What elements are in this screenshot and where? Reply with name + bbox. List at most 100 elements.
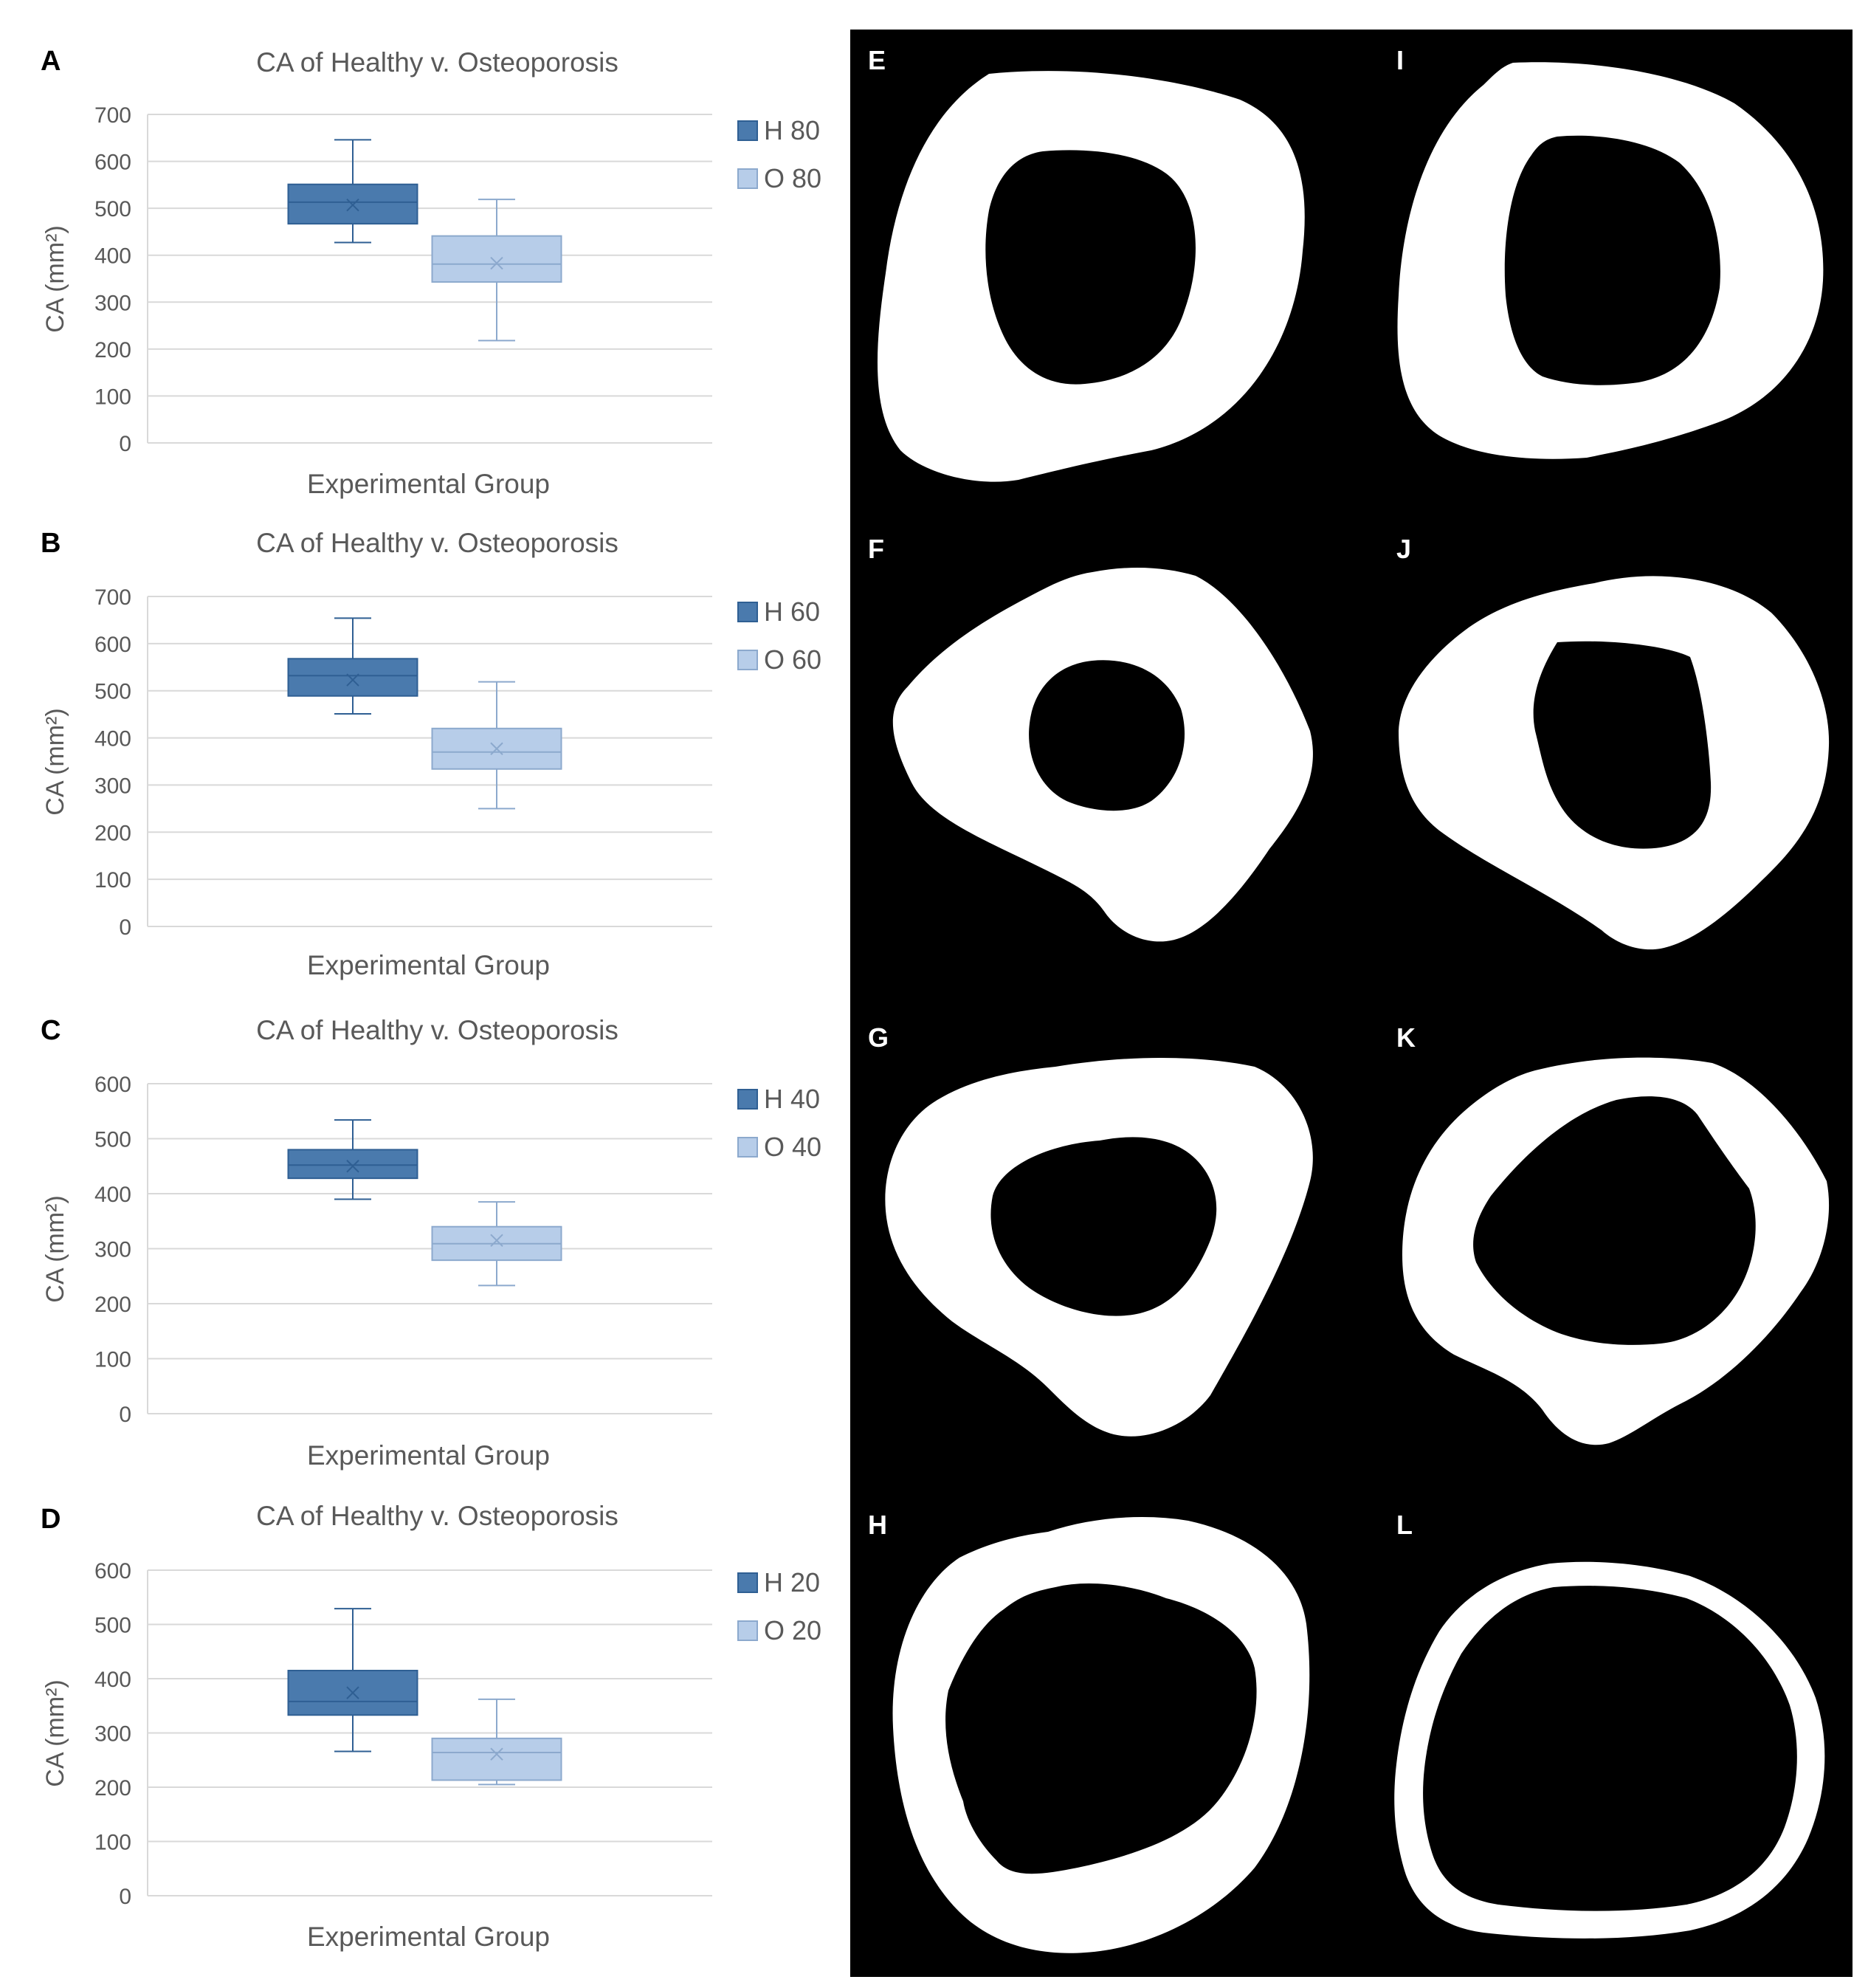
x-axis-label: Experimental Group (307, 1922, 550, 1952)
y-axis-label: CA (mm²) (41, 708, 69, 815)
panel-label: D (41, 1504, 61, 1535)
box-iqr (287, 1149, 418, 1180)
mean-marker (490, 742, 503, 755)
y-tick-label: 700 (94, 103, 131, 128)
box-h-40 (287, 1119, 418, 1200)
chart-panel-d: D CA of Healthy v. Osteoporosis 0 100 200 300… (41, 1501, 821, 1952)
chart-title: CA of Healthy v. Osteoporosis (256, 528, 618, 558)
box-h-80 (287, 139, 418, 244)
legend-swatch (737, 1137, 758, 1158)
y-tick-label: 600 (94, 1073, 131, 1097)
legend-swatch (737, 1620, 758, 1641)
chart-panel-a: A CA of Healthy v. Osteoporosis 0 100 200 300… (41, 46, 821, 499)
box-h-20 (287, 1608, 418, 1753)
y-tick-label: 500 (94, 1614, 131, 1638)
y-tick-label: 300 (94, 1722, 131, 1747)
mean-marker (346, 1160, 359, 1173)
y-axis-label: CA (mm²) (41, 225, 69, 332)
legend-swatch (737, 650, 758, 670)
panel-label: C (41, 1015, 61, 1046)
bone-section-f (892, 567, 1313, 942)
y-tick-label: 300 (94, 291, 131, 315)
y-tick-label: 400 (94, 727, 131, 751)
legend-swatch (737, 602, 758, 622)
mean-marker (346, 1686, 359, 1699)
bone-section-l (1394, 1561, 1825, 1939)
box-iqr (431, 1737, 562, 1781)
y-tick-label: 100 (94, 385, 131, 409)
legend-label: O 80 (764, 163, 821, 193)
y-tick-label: 200 (94, 1293, 131, 1317)
y-tick-label: 0 (119, 915, 131, 940)
mean-marker (346, 198, 359, 212)
legend-label: O 40 (764, 1132, 821, 1162)
y-tick-label: 400 (94, 244, 131, 269)
bone-section-k (1402, 1057, 1830, 1445)
legend-label: H 20 (764, 1567, 820, 1597)
y-tick-label: 0 (119, 1403, 131, 1427)
y-tick-label: 300 (94, 774, 131, 798)
legend-swatch (737, 120, 758, 141)
box-iqr (431, 727, 562, 770)
y-tick-label: 500 (94, 680, 131, 704)
panel-label-h: H (868, 1510, 887, 1540)
y-tick-label: 100 (94, 1348, 131, 1372)
legend-label: H 60 (764, 596, 820, 627)
box-o-20 (431, 1698, 562, 1786)
y-tick-label: 600 (94, 1559, 131, 1583)
bone-section-j (1399, 576, 1830, 950)
box-plot-charts: A CA of Healthy v. Osteoporosis 0 100 200 300… (41, 46, 821, 1952)
legend-label: H 40 (764, 1084, 820, 1114)
panel-e-image: E (868, 45, 1305, 482)
x-axis-label: Experimental Group (307, 469, 550, 499)
legend-label: O 60 (764, 644, 821, 675)
panel-label-i: I (1396, 45, 1404, 75)
mean-marker (490, 1747, 503, 1761)
panel-h-image: H (868, 1510, 1310, 1953)
panel-label-e: E (868, 45, 886, 75)
panel-label: B (41, 528, 61, 559)
panel-label-l: L (1396, 1510, 1413, 1540)
mean-marker (490, 256, 503, 270)
panel-label: A (41, 46, 61, 77)
chart-panel-b: B CA of Healthy v. Osteoporosis 0 100 200 300… (41, 528, 821, 980)
y-tick-label: 0 (119, 432, 131, 456)
panel-label-j: J (1396, 534, 1411, 564)
legend-label: O 20 (764, 1615, 821, 1645)
y-tick-label: 200 (94, 1776, 131, 1800)
box-o-40 (431, 1201, 562, 1287)
y-tick-label: 600 (94, 633, 131, 657)
panel-l-image: L (1394, 1510, 1825, 1939)
y-tick-label: 200 (94, 338, 131, 362)
y-tick-label: 700 (94, 585, 131, 610)
y-tick-label: 200 (94, 821, 131, 845)
panel-j-image: J (1396, 534, 1830, 950)
bone-section-i (1397, 62, 1824, 459)
chart-title: CA of Healthy v. Osteoporosis (256, 1501, 618, 1531)
legend-label: H 80 (764, 115, 820, 145)
mean-marker (490, 1234, 503, 1248)
y-axis-label: CA (mm²) (41, 1679, 69, 1786)
box-h-60 (287, 617, 418, 715)
y-tick-label: 600 (94, 151, 131, 175)
panel-g-image: G (868, 1022, 1313, 1437)
bone-section-g (885, 1057, 1313, 1437)
y-tick-label: 500 (94, 1128, 131, 1152)
y-tick-label: 400 (94, 1668, 131, 1692)
panel-label-f: F (868, 534, 884, 564)
image-panel-background (850, 30, 1853, 1977)
y-tick-label: 0 (119, 1885, 131, 1909)
chart-title: CA of Healthy v. Osteoporosis (256, 1015, 618, 1045)
panel-k-image: K (1396, 1022, 1830, 1445)
bone-section-e (877, 71, 1305, 482)
y-tick-label: 100 (94, 1831, 131, 1855)
legend-swatch (737, 1572, 758, 1593)
panel-f-image: F (868, 534, 1313, 942)
panel-i-image: I (1396, 45, 1824, 459)
bone-section-h (892, 1517, 1310, 1953)
chart-title: CA of Healthy v. Osteoporosis (256, 47, 618, 78)
box-o-60 (431, 681, 562, 810)
y-tick-label: 100 (94, 868, 131, 892)
box-o-80 (431, 199, 562, 342)
